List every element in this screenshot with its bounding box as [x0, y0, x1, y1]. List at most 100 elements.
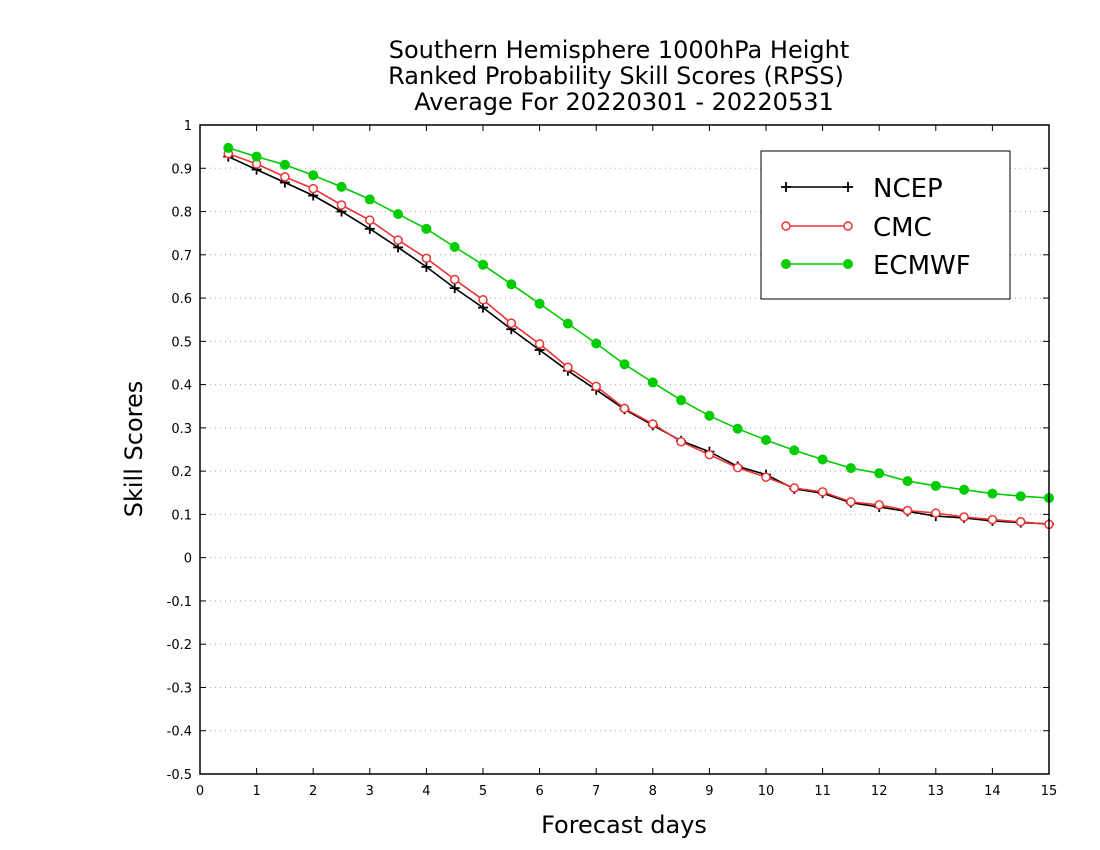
- x-tick-label: 13: [928, 784, 945, 799]
- x-tick-label: 0: [196, 784, 204, 799]
- title-line-3: Average For 20220301 - 20220531: [414, 88, 834, 116]
- data-point-cmc: [421, 253, 432, 264]
- y-tick-label: 0.1: [171, 508, 192, 523]
- data-point-ecmwf: [761, 434, 771, 445]
- y-tick-label: -0.1: [167, 595, 192, 610]
- data-point-cmc: [534, 339, 545, 349]
- data-point-ecmwf: [421, 223, 432, 234]
- data-point-ecmwf: [591, 338, 602, 349]
- x-tick-label: 14: [984, 784, 1001, 799]
- y-tick-label: 0.2: [171, 465, 192, 480]
- data-point-cmc: [676, 436, 686, 447]
- data-point-ecmwf: [817, 454, 828, 465]
- data-point-ecmwf: [393, 209, 404, 220]
- data-point-ecmwf: [845, 463, 856, 474]
- data-point-cmc: [931, 508, 941, 518]
- x-tick-label: 3: [366, 784, 374, 799]
- legend-marker: [781, 221, 791, 231]
- data-point-cmc: [959, 512, 969, 522]
- data-point-ecmwf: [449, 242, 460, 253]
- data-point-ecmwf: [308, 170, 319, 181]
- legend-label: ECMWF: [873, 251, 971, 281]
- data-point-cmc: [732, 462, 743, 473]
- data-point-ecmwf: [874, 468, 885, 479]
- data-point-cmc: [987, 514, 998, 525]
- y-tick-label: 0.5: [171, 335, 192, 350]
- y-tick-label: -0.3: [167, 681, 192, 696]
- series-cmc: [223, 148, 1054, 530]
- data-point-cmc: [789, 483, 800, 493]
- data-point-cmc: [506, 318, 517, 328]
- legend-item-ecmwf: ECMWF: [781, 251, 971, 281]
- data-point-ecmwf: [562, 318, 573, 329]
- data-point-cmc: [393, 235, 403, 245]
- data-point-ncep: [364, 223, 375, 234]
- data-point-ecmwf: [987, 488, 998, 499]
- y-tick-label: 0.8: [171, 206, 192, 221]
- data-point-cmc: [817, 487, 828, 497]
- y-tick-label: 0.4: [171, 379, 192, 394]
- legend-label: CMC: [873, 213, 932, 243]
- data-point-ecmwf: [647, 377, 658, 388]
- data-point-ecmwf: [251, 151, 262, 162]
- x-tick-label: 7: [592, 784, 600, 799]
- legend-marker: [781, 182, 791, 192]
- x-tick-label: 8: [649, 784, 657, 799]
- data-point-ecmwf: [364, 194, 375, 205]
- data-point-ecmwf: [1015, 491, 1026, 502]
- x-tick-label: 10: [758, 784, 775, 799]
- x-tick-label: 2: [309, 784, 317, 799]
- data-point-ecmwf: [704, 410, 715, 421]
- legend: NCEP CMC ECMWF: [760, 150, 1011, 300]
- data-point-cmc: [704, 449, 715, 460]
- data-point-cmc: [449, 274, 460, 285]
- x-axis-label: Forecast days: [541, 811, 707, 839]
- x-tick-label: 5: [479, 784, 487, 799]
- legend-marker: [843, 259, 853, 269]
- x-tick-label: 6: [535, 784, 543, 799]
- data-point-cmc: [563, 362, 573, 373]
- y-tick-label: 0.3: [171, 422, 192, 437]
- data-point-cmc: [761, 472, 771, 482]
- data-point-ecmwf: [930, 480, 941, 491]
- data-point-cmc: [336, 200, 347, 210]
- x-tick-label: 1: [252, 784, 260, 799]
- legend-marker: [843, 221, 853, 231]
- y-tick-label: -0.4: [167, 725, 192, 740]
- data-point-ecmwf: [959, 484, 970, 495]
- data-point-ecmwf: [789, 445, 800, 456]
- data-point-cmc: [619, 403, 630, 414]
- y-tick-label: 0.9: [171, 162, 192, 177]
- legend-marker: [781, 259, 791, 269]
- data-point-cmc: [874, 500, 884, 510]
- data-point-cmc: [308, 183, 318, 194]
- plot-frame: [199, 124, 1050, 775]
- data-point-ecmwf: [619, 359, 630, 370]
- data-point-ecmwf: [223, 142, 234, 153]
- data-point-cmc: [365, 215, 375, 225]
- legend-box: [760, 150, 1011, 300]
- legend-marker: [843, 182, 853, 192]
- title-line-2: Ranked Probability Skill Scores (RPSS): [388, 62, 844, 90]
- x-tick-label: 15: [1041, 784, 1058, 799]
- data-point-ecmwf: [279, 159, 290, 170]
- data-point-ecmwf: [336, 181, 347, 192]
- y-tick-label: 1: [184, 119, 192, 134]
- data-point-cmc: [846, 497, 856, 507]
- chart-title: Southern Hemisphere 1000hPa Height Ranke…: [388, 36, 849, 116]
- axis-ticks: -0.5 -0.4 -0.3 -0.2 -0.1 0 0.1 0.2 0.3 0.4 0.5 0.6 0…: [167, 119, 1058, 799]
- data-point-cmc: [902, 505, 913, 516]
- data-point-ncep: [449, 283, 460, 294]
- legend-label: NCEP: [873, 174, 943, 204]
- y-axis-label: Skill Scores: [120, 381, 148, 518]
- title-line-1: Southern Hemisphere 1000hPa Height: [389, 36, 849, 64]
- x-tick-label: 11: [814, 784, 831, 799]
- data-point-ecmwf: [506, 279, 517, 290]
- data-point-cmc: [478, 295, 488, 305]
- series-lines: [223, 142, 1054, 530]
- y-tick-label: 0.7: [171, 249, 192, 264]
- y-tick-label: 0: [184, 552, 192, 567]
- data-point-ecmwf: [478, 259, 488, 270]
- data-point-cmc: [1015, 517, 1026, 527]
- series-ecmwf: [223, 142, 1054, 503]
